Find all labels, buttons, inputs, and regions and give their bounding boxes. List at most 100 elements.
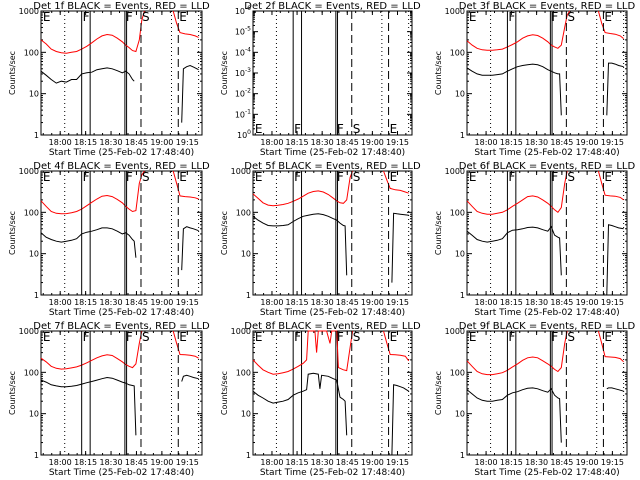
x-tick-label: 18:00 [475, 138, 498, 147]
x-tick-label: 18:30 [100, 298, 123, 307]
x-tick-label: 19:15 [601, 138, 624, 147]
lld-series-line [466, 330, 568, 376]
y-tick-label: 1 [460, 291, 465, 300]
marker-label-f: F [551, 170, 558, 184]
y-tick-label: 100 [450, 208, 465, 217]
plot-frame [40, 330, 203, 456]
marker-label-f: F [337, 330, 344, 344]
x-tick-label: 18:00 [475, 458, 498, 467]
marker-label-s: S [142, 10, 150, 24]
x-tick-label: 18:00 [260, 138, 283, 147]
marker-label-f: F [126, 330, 133, 344]
marker-label-e: E [390, 122, 398, 136]
panel-title: Det 3f BLACK = Events, RED = LLD [459, 1, 636, 12]
marker-label-f: F [508, 330, 515, 344]
marker-label-e: E [469, 10, 477, 24]
events-series-line-after-gap [391, 384, 409, 456]
x-tick-label: 18:30 [525, 138, 548, 147]
marker-label-e: E [43, 10, 51, 24]
lld-series-line-after-gap [172, 330, 199, 359]
panel-title: Det 8f BLACK = Events, RED = LLD [244, 321, 421, 332]
y-axis-label: Counts/sec [220, 371, 229, 415]
events-series-line [466, 387, 562, 443]
lld-series-line [466, 170, 568, 215]
x-tick-label: 19:15 [176, 458, 199, 467]
marker-label-e: E [604, 170, 612, 184]
marker-label-s: S [142, 170, 150, 184]
x-axis-label: Start Time (25-Feb-02 17:48:40) [260, 308, 405, 318]
marker-label-f: F [294, 330, 301, 344]
panel-title: Det 5f BLACK = Events, RED = LLD [244, 161, 421, 172]
marker-label-f: F [294, 122, 301, 136]
y-tick-label: 10-3 [235, 67, 251, 78]
panel-title: Det 6f BLACK = Events, RED = LLD [459, 161, 636, 172]
marker-label-e: E [43, 330, 51, 344]
y-tick-label: 100 [236, 208, 251, 217]
y-tick-label: 1 [34, 131, 39, 140]
events-series-line [40, 376, 137, 436]
y-tick-label: 1000 [445, 167, 465, 176]
panel-title: Det 2f BLACK = Events, RED = LLD [244, 1, 421, 12]
panel-title: Det 4f BLACK = Events, RED = LLD [33, 161, 210, 172]
x-tick-label: 19:00 [150, 298, 173, 307]
marker-label-e: E [255, 170, 263, 184]
marker-label-s: S [353, 170, 361, 184]
y-tick-label: 10 [29, 250, 39, 259]
panel-det-8: Det 8f BLACK = Events, RED = LLD 18:00 18:… [220, 321, 421, 478]
panel-det-9: Det 9f BLACK = Events, RED = LLD 18:00 18:… [434, 321, 635, 478]
y-tick-label: 10 [455, 90, 465, 99]
lld-series-line [40, 170, 145, 215]
plot-frame [40, 10, 203, 136]
x-tick-label: 18:45 [336, 138, 359, 147]
x-tick-label: 18:30 [525, 298, 548, 307]
x-tick-label: 18:45 [550, 138, 573, 147]
x-tick-label: 18:00 [49, 298, 72, 307]
y-axis-label: Counts/sec [8, 51, 17, 95]
y-tick-label: 1000 [445, 327, 465, 336]
marker-label-s: S [567, 170, 575, 184]
x-tick-label: 19:00 [576, 298, 599, 307]
x-tick-label: 19:15 [386, 298, 409, 307]
y-tick-label: 10 [241, 250, 251, 259]
events-series-line [252, 372, 348, 436]
x-tick-label: 19:00 [361, 138, 384, 147]
marker-label-f: F [83, 330, 90, 344]
y-tick-label: 10-1 [235, 108, 251, 119]
x-tick-label: 18:15 [286, 458, 309, 467]
x-tick-label: 18:45 [336, 298, 359, 307]
y-axis-label: Counts/sec [434, 51, 443, 95]
marker-label-e: E [604, 330, 612, 344]
y-tick-label: 1 [34, 291, 39, 300]
x-tick-label: 18:15 [286, 298, 309, 307]
marker-label-e: E [43, 170, 51, 184]
y-axis-label: Counts/sec [434, 211, 443, 255]
y-tick-label: 10 [29, 410, 39, 419]
x-tick-label: 18:30 [311, 138, 334, 147]
x-axis-label: Start Time (25-Feb-02 17:48:40) [260, 148, 405, 158]
y-tick-label: 100 [24, 208, 39, 217]
marker-label-e: E [390, 330, 398, 344]
x-tick-label: 18:45 [550, 298, 573, 307]
y-tick-label: 10-5 [235, 26, 251, 37]
y-axis-label: Counts/sec [220, 51, 229, 95]
x-axis-label: Start Time (25-Feb-02 17:48:40) [474, 468, 619, 478]
plot-frame [252, 170, 413, 296]
x-tick-label: 18:45 [550, 458, 573, 467]
x-tick-label: 18:15 [74, 138, 97, 147]
x-axis-label: Start Time (25-Feb-02 17:48:40) [49, 148, 194, 158]
marker-label-e: E [604, 10, 612, 24]
y-axis-label: Counts/sec [434, 371, 443, 415]
events-series-line [252, 213, 348, 276]
y-tick-label: 100 [236, 368, 251, 377]
plot-frame [466, 10, 628, 136]
marker-label-f: F [126, 170, 133, 184]
x-tick-label: 19:15 [601, 458, 624, 467]
lld-series-line-after-gap [597, 10, 624, 39]
panel-title: Det 9f BLACK = Events, RED = LLD [459, 321, 636, 332]
x-tick-label: 18:00 [260, 458, 283, 467]
y-tick-label: 1000 [231, 167, 251, 176]
events-series-line-after-gap [181, 64, 199, 123]
x-tick-label: 18:45 [125, 138, 148, 147]
